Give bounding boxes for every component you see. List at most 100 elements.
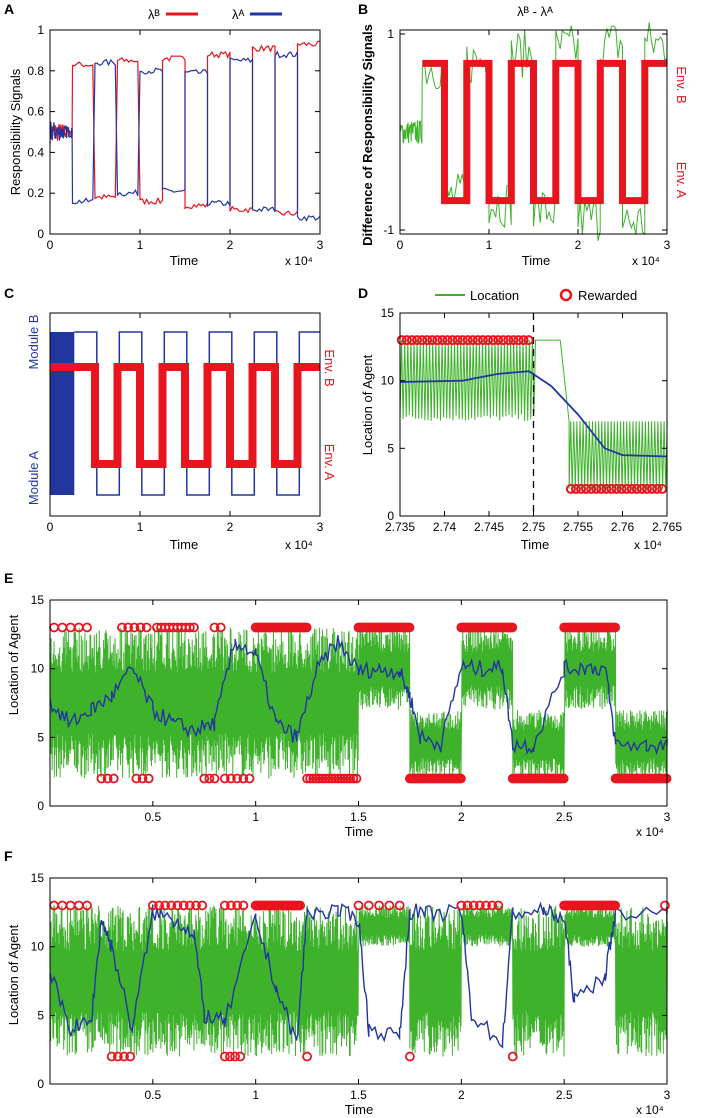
reward-marker xyxy=(184,900,195,911)
E-ytick-label: 5 xyxy=(37,730,44,744)
reward-marker xyxy=(462,335,473,346)
reward-marker xyxy=(209,773,220,784)
panel-d-xexp: x 10⁴ xyxy=(634,538,662,552)
reward-marker xyxy=(339,773,350,784)
mean-location-line xyxy=(49,635,668,756)
B-xtick-label: 1 xyxy=(486,238,493,252)
reward-marker xyxy=(616,483,627,494)
reward-marker xyxy=(82,900,92,911)
location-line xyxy=(49,627,668,779)
E-xtick-label: 3 xyxy=(664,810,671,824)
E-xtick-label: 2 xyxy=(458,810,465,824)
panel-b-xexp: x 10⁴ xyxy=(632,254,660,268)
reward-marker xyxy=(125,1051,136,1062)
panel-c-label: C xyxy=(4,285,14,301)
reward-marker xyxy=(432,335,443,346)
reward-marker xyxy=(591,483,602,494)
reward-marker xyxy=(117,622,127,633)
reward-marker xyxy=(112,1051,123,1062)
reward-marker xyxy=(199,773,210,784)
reward-marker xyxy=(226,773,236,784)
reward-marker xyxy=(65,622,76,633)
reward-marker xyxy=(452,335,463,346)
reward-marker xyxy=(660,900,670,911)
A-xtick-label: 2 xyxy=(227,238,234,252)
reward-marker xyxy=(374,900,384,911)
panel-c-env-a-label: Env. A xyxy=(322,444,337,481)
panel-b-xlabel: Time xyxy=(522,253,550,268)
reward-marker xyxy=(353,900,364,911)
reward-marker xyxy=(96,773,107,784)
D-xtick-label: 2.745 xyxy=(474,520,504,534)
panel-e-ylabel: Location of Agent xyxy=(6,614,21,715)
reward-marker xyxy=(363,900,374,911)
reward-marker xyxy=(147,900,158,911)
reward-marker xyxy=(82,622,92,633)
legend-lambda-b-label: λᴮ xyxy=(148,7,161,22)
panel-e-label: E xyxy=(4,570,13,586)
F-xtick-label: 0.5 xyxy=(144,1088,161,1102)
panel-e-axes: 0.5 1 1.5 2 2.5 3 0 5 10 15 xyxy=(31,593,671,824)
reward-marker xyxy=(232,900,243,911)
mean-location-line xyxy=(399,370,668,458)
module-line xyxy=(74,331,320,496)
reward-marker xyxy=(462,900,473,911)
reward-marker xyxy=(626,483,637,494)
reward-marker xyxy=(323,773,334,784)
panel-d-label: D xyxy=(358,285,368,301)
panel-f-xlabel: Time xyxy=(345,1102,373,1117)
reward-marker xyxy=(570,483,581,494)
mean-location-line xyxy=(49,901,668,1049)
E-ytick-label: 10 xyxy=(31,662,45,676)
reward-marker xyxy=(295,900,305,911)
lambda-a-line xyxy=(49,50,321,222)
panel-c: C 0 1 2 3 Module B Module A Env. B Env. A T… xyxy=(4,285,337,552)
B-xtick-label: 2 xyxy=(575,238,582,252)
reward-marker xyxy=(141,622,152,633)
panel-a-label: A xyxy=(4,1,14,17)
A-ytick-label: 0.8 xyxy=(27,64,44,78)
A-xtick-label: 0 xyxy=(47,238,54,252)
reward-marker xyxy=(302,773,312,784)
reward-marker xyxy=(652,483,663,494)
panel-b-env-a-label: Env. A xyxy=(674,162,689,199)
reward-marker xyxy=(326,773,337,784)
legend-location-label: Location xyxy=(470,288,519,303)
reward-marker xyxy=(197,900,208,911)
reward-marker xyxy=(351,773,362,784)
reward-marker xyxy=(238,773,249,784)
reward-marker xyxy=(647,483,658,494)
reward-marker xyxy=(437,335,448,346)
A-xtick-label: 1 xyxy=(137,238,144,252)
reward-marker xyxy=(474,900,485,911)
reward-marker xyxy=(137,773,148,784)
panel-a-plot xyxy=(49,40,321,222)
E-ytick-label: 15 xyxy=(31,593,45,607)
legend-lambda-a-label: λᴬ xyxy=(232,7,245,22)
reward-marker xyxy=(508,335,519,346)
reward-marker xyxy=(191,900,201,911)
panel-a-legend: λᴮ λᴬ xyxy=(148,7,282,22)
reward-marker xyxy=(384,900,395,911)
reward-marker xyxy=(493,335,504,346)
reward-marker xyxy=(427,335,438,346)
reward-marker xyxy=(610,622,621,633)
D-ytick-label: 15 xyxy=(381,306,395,320)
B-xtick-label: 0 xyxy=(397,238,404,252)
E-xtick-label: 1.5 xyxy=(350,810,367,824)
difference-line xyxy=(399,22,668,241)
A-ytick-label: 0.2 xyxy=(27,186,44,200)
reward-marker xyxy=(481,900,491,911)
reward-marker xyxy=(123,622,134,633)
reward-marker xyxy=(215,622,226,633)
reward-marker xyxy=(596,483,607,494)
D-xtick-label: 2.74 xyxy=(433,520,457,534)
reward-marker xyxy=(225,1051,235,1062)
reward-marker xyxy=(305,773,316,784)
reward-marker xyxy=(172,900,183,911)
module-switching-block xyxy=(50,332,75,495)
F-xtick-label: 2 xyxy=(458,1088,465,1102)
panel-f-plot xyxy=(49,900,670,1062)
reward-marker xyxy=(641,483,652,494)
